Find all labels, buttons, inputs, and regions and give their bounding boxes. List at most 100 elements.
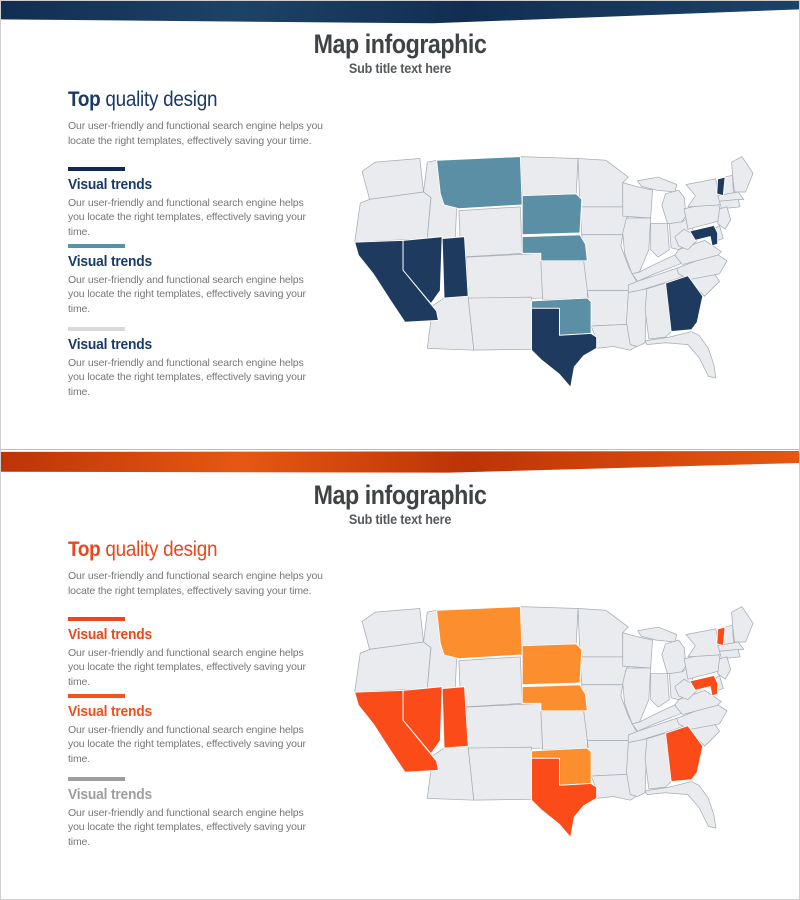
slide-1-visual-trends-1: Visual trends Our user-friendly and func… [68, 167, 324, 240]
state-GA [665, 725, 704, 783]
slide-1-visual-trends-2: Visual trends Our user-friendly and func… [68, 244, 324, 317]
slide-2[interactable]: Map infographic Sub title text here Top … [1, 450, 799, 899]
section-body: Our user-friendly and functional search … [68, 196, 306, 238]
state-ND [519, 606, 579, 647]
state-MT [436, 156, 523, 210]
state-WA [361, 608, 424, 650]
slide-1-subtitle: Sub title text here [348, 60, 452, 76]
state-NV [402, 236, 443, 305]
state-VA [674, 689, 722, 715]
section-body: Our user-friendly and functional search … [68, 646, 306, 688]
section-body: Our user-friendly and functional search … [68, 806, 306, 848]
state-MIL [661, 189, 687, 224]
state-MA [717, 641, 745, 652]
slide-2-visual-trends-1: Visual trends Our user-friendly and func… [68, 617, 324, 690]
slide-2-heading: Top quality design [68, 538, 217, 562]
section-body: Our user-friendly and functional search … [68, 273, 306, 315]
state-IN [650, 223, 670, 258]
slide-2-visual-trends-3: Visual trends Our user-friendly and func… [68, 777, 324, 850]
state-MS [626, 738, 648, 797]
section-accent-line [68, 167, 125, 171]
section-accent-line [68, 327, 125, 331]
state-MN [577, 158, 629, 208]
slide-2-intro-text: Our user-friendly and functional search … [68, 570, 323, 597]
state-CO [465, 253, 544, 301]
slide-2-title: Map infographic [313, 480, 487, 510]
us-map-blue [354, 156, 754, 388]
heading-bold-word: Top [68, 88, 101, 111]
state-NE [521, 684, 588, 712]
state-MD [689, 674, 719, 697]
state-SD [521, 643, 583, 686]
state-SD [521, 193, 583, 236]
state-IA [579, 206, 629, 236]
slide-2-visual-trends-2: Visual trends Our user-friendly and func… [68, 694, 324, 767]
section-title: Visual trends [68, 335, 153, 353]
section-title: Visual trends [68, 702, 153, 720]
state-ND [519, 156, 579, 197]
state-AZ [426, 295, 475, 351]
section-accent-line [68, 777, 125, 781]
state-UT [441, 236, 469, 299]
slide-1[interactable]: Map infographic Sub title text here Top … [1, 1, 799, 450]
state-NE [521, 234, 588, 262]
state-MA [717, 191, 745, 202]
state-MT [436, 606, 523, 660]
state-WA [361, 158, 424, 200]
state-OR [354, 191, 432, 243]
state-MD [689, 224, 719, 247]
slide-1-heading: Top quality design [68, 88, 217, 112]
state-WY [458, 656, 523, 708]
section-title: Visual trends [68, 175, 153, 193]
heading-bold-word: Top [68, 538, 101, 561]
state-TX [531, 757, 598, 838]
state-NJ [717, 206, 732, 230]
state-TX [531, 307, 598, 388]
section-accent-line [68, 617, 125, 621]
section-accent-line [68, 244, 125, 248]
state-GA [665, 275, 704, 333]
state-WI [622, 632, 653, 669]
state-KS [540, 260, 588, 301]
state-IN [650, 673, 670, 708]
state-WI [622, 182, 653, 219]
state-MS [626, 288, 648, 347]
state-WY [458, 206, 523, 258]
state-AZ [426, 745, 475, 801]
slide-1-visual-trends-3: Visual trends Our user-friendly and func… [68, 327, 324, 400]
state-MIL [661, 639, 687, 674]
state-OR [354, 641, 432, 693]
us-map-orange [354, 606, 754, 838]
state-CT [719, 649, 741, 660]
state-IA [579, 656, 629, 686]
section-body: Our user-friendly and functional search … [68, 356, 306, 398]
state-MN [577, 608, 629, 658]
state-NM [467, 746, 532, 801]
state-NM [467, 296, 532, 351]
section-accent-line [68, 694, 125, 698]
section-body: Our user-friendly and functional search … [68, 723, 306, 765]
state-NJ [717, 656, 732, 680]
state-NV [402, 686, 443, 755]
slide-1-intro-text: Our user-friendly and functional search … [68, 120, 323, 147]
state-UT [441, 686, 469, 749]
state-CT [719, 199, 741, 210]
state-VT [716, 176, 726, 197]
slide-1-top-banner [1, 1, 799, 24]
section-title: Visual trends [68, 625, 153, 643]
slide-1-title: Map infographic [313, 29, 487, 59]
state-ME [731, 606, 754, 643]
state-VT [716, 626, 726, 647]
state-CO [465, 703, 544, 751]
section-title: Visual trends [68, 785, 153, 803]
state-FL [644, 331, 717, 379]
section-title: Visual trends [68, 252, 153, 270]
state-FL [644, 781, 717, 829]
state-VA [674, 239, 722, 265]
state-ME [731, 156, 754, 193]
heading-rest: quality design [100, 88, 218, 111]
slide-2-top-banner [1, 451, 799, 473]
slide-2-subtitle: Sub title text here [348, 511, 452, 527]
state-KS [540, 710, 588, 751]
